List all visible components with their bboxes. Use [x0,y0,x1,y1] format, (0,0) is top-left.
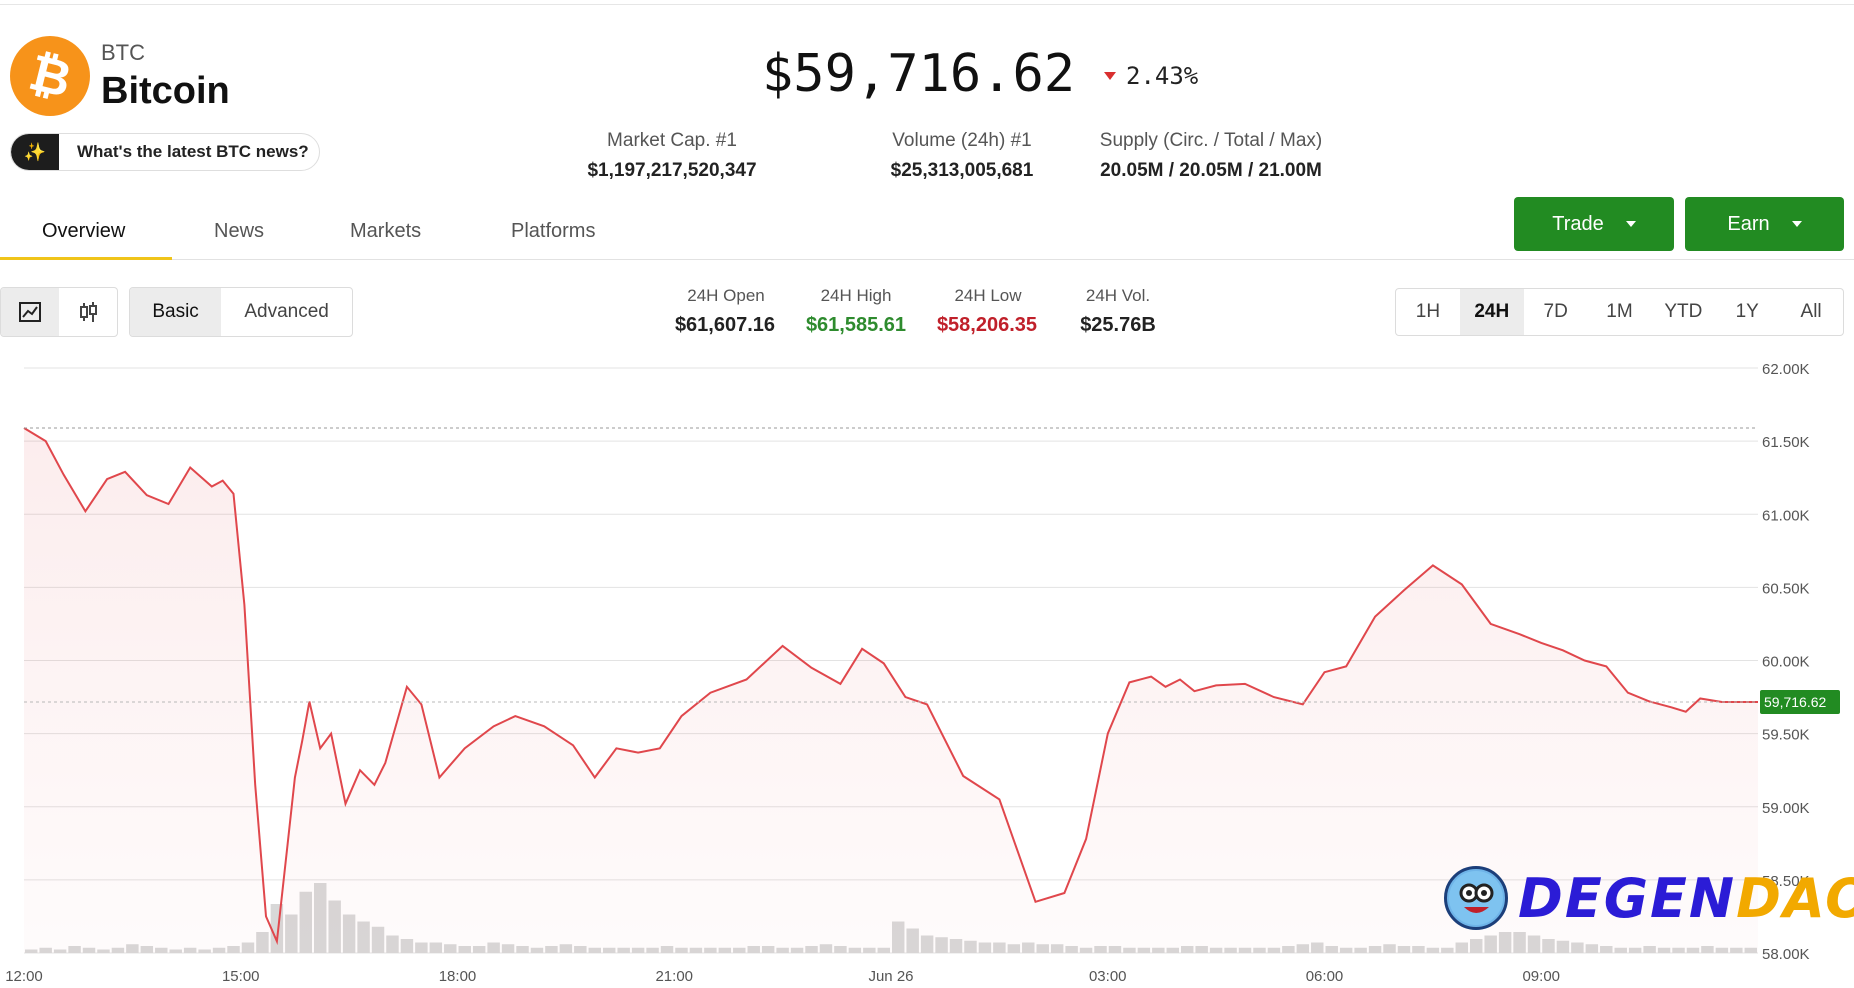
x-tick-label: 12:00 [5,968,43,985]
tab-markets[interactable]: Markets [350,220,422,242]
volume-24h-label: 24H Vol. [1085,286,1151,305]
range-1h[interactable]: 1H [1415,301,1441,322]
active-tab-indicator [0,257,172,260]
y-tick-label: 60.00K [1762,654,1810,671]
price-chart[interactable]: 62.00K 61.50K 61.00K 60.50K 60.00K 59.50K 59.0… [0,345,1854,988]
tabs-divider [0,259,1854,260]
range-1m[interactable]: 1M [1606,301,1633,322]
tab-platforms[interactable]: Platforms [511,220,596,242]
x-tick-label: 15:00 [222,968,260,985]
earn-button[interactable]: Earn [1685,197,1844,251]
high-label: 24H High [820,286,892,305]
volume-label: Volume (24h) #1 [892,130,1032,151]
volume-24h-value: $25.76B [1080,314,1156,336]
range-1y[interactable]: 1Y [1735,301,1759,322]
down-arrow-icon [1104,72,1116,80]
market-cap-label: Market Cap. #1 [607,130,737,151]
range-ytd[interactable]: YTD [1664,301,1703,322]
y-tick-label: 62.00K [1762,361,1810,378]
watermark-part-1: DEGEN [1518,866,1737,930]
tab-overview[interactable]: Overview [42,220,126,242]
range-7d[interactable]: 7D [1543,301,1568,322]
x-tick-label: 03:00 [1089,968,1127,985]
range-all[interactable]: All [1800,301,1822,322]
high-value: $61,585.61 [805,314,907,336]
top-divider [0,4,1854,5]
y-tick-label: 61.00K [1762,507,1810,524]
x-tick-label: 21:00 [655,968,693,985]
supply-label: Supply (Circ. / Total / Max) [1099,130,1323,151]
time-range-selector: 1H 24H 7D 1M YTD 1Y All [1395,288,1844,336]
news-prompt-label: What's the latest BTC news? [77,142,309,161]
price-line [23,427,1758,946]
chevron-down-icon [1625,221,1636,227]
advanced-mode-button[interactable]: Advanced [244,301,329,322]
y-tick-label: 60.50K [1762,580,1810,597]
x-tick-label: 06:00 [1306,968,1344,985]
bitcoin-logo-icon: ₿ [10,36,90,116]
watermark-text: DEGENDAO! [1518,867,1854,930]
x-tick-label: Jun 26 [868,968,913,985]
low-label: 24H Low [954,286,1022,305]
chart-type-toggle [0,287,118,337]
range-24h[interactable]: 24H [1459,289,1524,335]
price-change: 2.43% [1126,62,1199,90]
y-tick-label: 58.50K [1762,873,1810,890]
trade-button[interactable]: Trade [1514,197,1674,251]
y-tick-label: 59.00K [1762,800,1810,817]
x-tick-label: 18:00 [439,968,477,985]
chevron-down-icon [1791,221,1802,227]
tab-news[interactable]: News [214,220,265,242]
watermark-part-2: DAO! [1736,866,1854,930]
supply-value: 20.05M / 20.05M / 21.00M [1100,160,1322,181]
mascot-logo-icon [1444,866,1508,930]
trade-button-label: Trade [1552,212,1604,235]
y-tick-label: 58.00K [1762,946,1810,963]
line-chart-icon[interactable] [1,288,59,336]
basic-mode-button[interactable]: Basic [130,288,222,336]
sparkle-icon: ✨ [11,134,59,170]
volume-value: $25,313,005,681 [890,160,1034,181]
open-label: 24H Open [687,286,765,305]
coin-symbol: BTC [101,40,145,65]
open-value: $61,607.16 [674,314,776,336]
coin-name: Bitcoin [101,70,230,112]
current-price: $59,716.62 [762,44,1076,104]
view-mode-toggle: Basic Advanced [129,287,353,337]
candlestick-icon[interactable] [59,288,117,336]
last-price-label: 59,716.62 [1764,694,1826,710]
last-price-badge [1760,690,1840,715]
y-tick-label: 59.50K [1762,727,1810,744]
low-value: $58,206.35 [936,314,1038,336]
degendao-watermark: DEGENDAO! [1444,866,1854,930]
y-tick-label: 61.50K [1762,434,1810,451]
price-area [24,428,1758,953]
earn-button-label: Earn [1727,212,1770,235]
x-tick-label: 09:00 [1522,968,1560,985]
news-prompt-button[interactable]: ✨ What's the latest BTC news? [10,133,320,171]
market-cap-value: $1,197,217,520,347 [587,160,757,181]
